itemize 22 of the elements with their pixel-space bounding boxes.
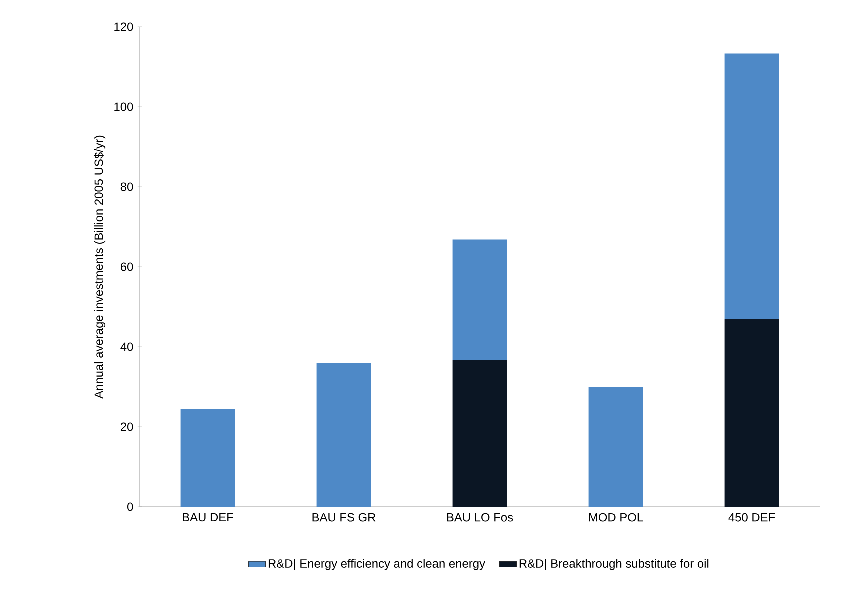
y-tick-label: 80 [120, 182, 134, 192]
y-tick-label: 100 [114, 102, 134, 112]
bar [724, 54, 780, 319]
y-axis-title: Annual average investments (Billion 2005 US$/yr) [94, 136, 106, 399]
x-tick-label: BAU LO Fos [447, 513, 514, 522]
x-tick-label: BAU FS GR [312, 513, 376, 522]
bar [316, 363, 372, 507]
legend-label: R&D| Breakthrough substitute for oil [520, 559, 709, 570]
bar [724, 319, 780, 507]
y-tick-label: 40 [120, 342, 134, 352]
y-tick-label: 20 [120, 422, 134, 432]
x-tick-label: MOD POL [589, 513, 644, 522]
x-tick-label: 450 DEF [728, 513, 776, 522]
y-tick-label: 0 [128, 502, 134, 512]
y-tick-label: 60 [121, 262, 134, 272]
legend-label: R&D| Energy efficiency and clean energy [268, 559, 486, 570]
bar [452, 360, 508, 507]
bar [452, 240, 508, 360]
bar [588, 387, 644, 507]
y-tick-label: 120 [114, 22, 134, 32]
bar [180, 409, 236, 507]
x-tick-label: BAU DEF [183, 513, 234, 522]
